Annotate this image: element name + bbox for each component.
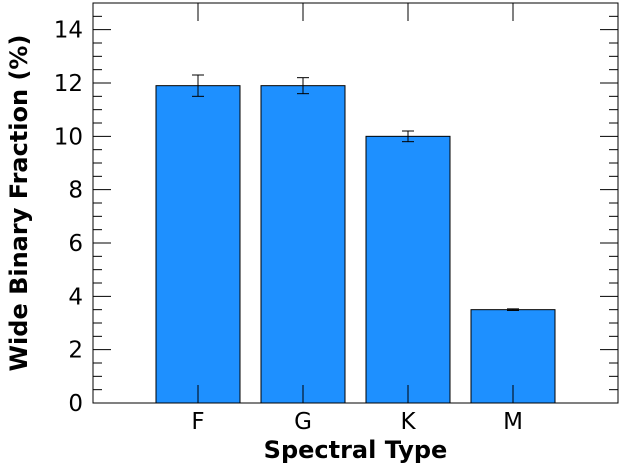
y-tick-label: 14: [54, 18, 83, 44]
error-bar-k: [402, 130, 414, 143]
x-tick-label: M: [503, 409, 523, 435]
bars: [155, 85, 556, 404]
y-axis-ticks: 0 2 4 6 8 10 12 14: [54, 2, 618, 417]
bar-g: [260, 85, 346, 404]
x-tick-label: F: [191, 409, 204, 435]
bar-k: [365, 135, 451, 404]
y-tick-label: 0: [68, 391, 83, 417]
y-tick-label: 10: [54, 124, 83, 150]
y-tick-label: 12: [54, 71, 83, 97]
y-tick-label: 6: [68, 231, 83, 257]
y-axis-label: Wide Binary Fraction (%): [5, 35, 33, 372]
error-bar-f: [192, 74, 204, 97]
error-bar-g: [297, 77, 309, 95]
y-tick-label: 8: [68, 178, 83, 204]
error-bar-m: [507, 308, 519, 311]
y-tick-label: 4: [68, 284, 83, 310]
x-axis-label: Spectral Type: [264, 436, 448, 464]
error-bars: [192, 74, 519, 311]
y-tick-label: 2: [68, 338, 83, 364]
bar-f: [155, 85, 241, 404]
x-tick-label: K: [400, 409, 416, 435]
x-tick-label: G: [294, 409, 312, 435]
